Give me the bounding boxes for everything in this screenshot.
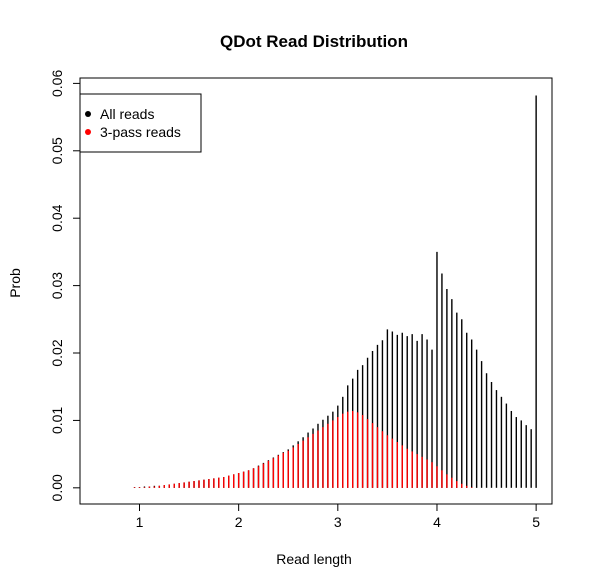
series-3-pass-reads (133, 410, 473, 488)
x-tick-label: 2 (235, 514, 243, 530)
legend-label-3-pass-reads: 3-pass reads (100, 124, 181, 140)
chart-title: QDot Read Distribution (220, 32, 408, 51)
y-axis-label: Prob (7, 268, 23, 298)
x-axis: 1 2 3 4 5 (136, 503, 540, 530)
y-tick-label: 0.00 (49, 474, 65, 501)
y-tick-label: 0.06 (49, 70, 65, 97)
y-tick-label: 0.01 (49, 407, 65, 434)
legend-box (79, 93, 202, 153)
y-tick-label: 0.05 (49, 137, 65, 164)
y-tick-label: 0.04 (49, 204, 65, 231)
y-tick-label: 0.03 (49, 272, 65, 299)
x-axis-label: Read length (276, 551, 352, 567)
legend-label-all-reads: All reads (100, 106, 154, 122)
x-tick-label: 1 (136, 514, 144, 530)
legend-marker-all-reads (85, 111, 91, 117)
x-tick-label: 3 (334, 514, 342, 530)
y-axis: 0.00 0.01 0.02 0.03 0.04 0.05 0.06 (49, 70, 81, 501)
y-tick-label: 0.02 (49, 339, 65, 366)
x-tick-label: 4 (433, 514, 441, 530)
x-tick-label: 5 (532, 514, 540, 530)
series-all-reads (133, 95, 537, 488)
legend: All reads 3-pass reads (79, 93, 202, 153)
legend-marker-3-pass-reads (85, 129, 91, 135)
